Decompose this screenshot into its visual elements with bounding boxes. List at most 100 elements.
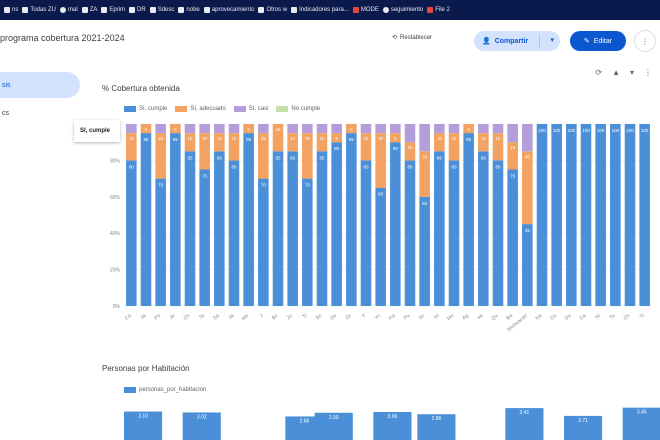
refresh-icon[interactable]: ⟳: [595, 68, 603, 77]
edit-button[interactable]: ✎ Editar: [570, 31, 626, 51]
restore-button[interactable]: ⟲ Restablecer: [392, 34, 432, 42]
bookmark-item[interactable]: aprovecamiento: [203, 7, 254, 13]
sidebar-item-2[interactable]: cs: [0, 100, 80, 126]
bar-segment[interactable]: [390, 133, 401, 143]
bar-segment[interactable]: [639, 124, 650, 306]
bar-segment[interactable]: [522, 224, 533, 306]
bar[interactable]: [124, 411, 163, 440]
bar-segment[interactable]: [228, 124, 240, 134]
bar-segment[interactable]: [170, 133, 181, 306]
bar[interactable]: [622, 407, 660, 440]
bar-segment[interactable]: [346, 124, 357, 134]
bar-segment[interactable]: [404, 160, 416, 306]
bar[interactable]: [285, 416, 324, 440]
stacked-bar-chart[interactable]: 0%20%40%60%80%100%8015Ca955Ja7025Pa955Ar…: [90, 118, 660, 390]
bar-segment[interactable]: [434, 133, 445, 152]
bar-segment[interactable]: [404, 124, 416, 143]
bar-segment[interactable]: [126, 133, 137, 161]
bar-segment[interactable]: [419, 151, 430, 197]
bar[interactable]: [505, 408, 544, 440]
bar-segment[interactable]: [478, 133, 489, 152]
sidebar-item-1[interactable]: sis: [0, 72, 80, 98]
bar-segment[interactable]: [258, 133, 269, 179]
bar-segment[interactable]: [492, 124, 504, 134]
bar-segment[interactable]: [126, 160, 137, 306]
bar-segment[interactable]: [375, 124, 386, 134]
more-vert-icon[interactable]: ⋮: [644, 68, 652, 77]
bar-segment[interactable]: [184, 151, 196, 306]
bar-segment[interactable]: [419, 124, 430, 152]
bookmark-item[interactable]: Sdesc: [149, 7, 174, 13]
bar[interactable]: [417, 414, 456, 440]
bar-segment[interactable]: [360, 124, 372, 134]
bookmark-item[interactable]: Indicadores para...: [291, 7, 349, 13]
bar-segment[interactable]: [507, 124, 518, 143]
bar[interactable]: [314, 412, 353, 440]
bar-segment[interactable]: [258, 124, 269, 134]
legend-item[interactable]: SI, casi: [233, 106, 268, 112]
bar-segment[interactable]: [302, 133, 313, 179]
bar-segment[interactable]: [610, 124, 621, 306]
bar-segment[interactable]: [214, 124, 225, 134]
bar-segment[interactable]: [448, 133, 460, 161]
bar-segment[interactable]: [287, 124, 298, 134]
bar-segment[interactable]: [302, 178, 313, 306]
bar-segment[interactable]: [390, 124, 401, 134]
bar-segment[interactable]: [375, 187, 386, 306]
bar-segment[interactable]: [184, 133, 196, 152]
bar-segment[interactable]: [434, 151, 445, 306]
bar-segment[interactable]: [199, 124, 210, 134]
bookmark-item[interactable]: mal: [60, 7, 78, 13]
bar-segment[interactable]: [199, 133, 210, 170]
bar-segment[interactable]: [126, 124, 137, 134]
bar-segment[interactable]: [272, 151, 284, 306]
bar-segment[interactable]: [448, 160, 460, 306]
bar-chart[interactable]: 3.10 3.02 2.66 2.99 3.06 2.86 3.41 2.71 3.45: [90, 400, 660, 440]
more-vert-icon[interactable]: ⋮: [634, 30, 656, 52]
bar-segment[interactable]: [360, 160, 372, 306]
bar-segment[interactable]: [199, 169, 210, 307]
bar-segment[interactable]: [184, 124, 196, 134]
bookmark-item[interactable]: ZA: [81, 7, 97, 13]
bar-segment[interactable]: [155, 124, 166, 134]
bar-segment[interactable]: [522, 124, 533, 152]
bookmark-item[interactable]: DR: [129, 7, 146, 13]
bar-segment[interactable]: [478, 124, 489, 134]
bar-segment[interactable]: [390, 142, 401, 306]
bar-segment[interactable]: [463, 124, 474, 134]
bookmark-item[interactable]: nobe: [178, 7, 200, 13]
bar-segment[interactable]: [448, 124, 460, 134]
bar-segment[interactable]: [140, 124, 152, 134]
bar-segment[interactable]: [492, 133, 504, 161]
bar-segment[interactable]: [434, 124, 445, 134]
bar-segment[interactable]: [155, 178, 166, 306]
legend-item[interactable]: No cumple: [276, 106, 320, 112]
bar-segment[interactable]: [580, 124, 592, 306]
bar-segment[interactable]: [243, 124, 254, 134]
bar-segment[interactable]: [155, 133, 166, 179]
bar-segment[interactable]: [463, 133, 474, 306]
bookmark-item[interactable]: Otros w: [258, 7, 287, 13]
bar-segment[interactable]: [375, 133, 386, 188]
legend-item[interactable]: SI, adecuado: [175, 106, 226, 112]
bar-segment[interactable]: [214, 133, 225, 152]
bookmark-item[interactable]: File 2: [427, 7, 450, 13]
bar-segment[interactable]: [214, 151, 225, 306]
bar-segment[interactable]: [331, 133, 342, 143]
bar-segment[interactable]: [228, 133, 240, 161]
bar-segment[interactable]: [404, 142, 416, 161]
bookmark-item[interactable]: ns: [4, 7, 18, 13]
bar-segment[interactable]: [522, 151, 533, 225]
bar-segment[interactable]: [419, 196, 430, 306]
bar-segment[interactable]: [478, 151, 489, 306]
bar-segment[interactable]: [316, 151, 328, 306]
filter-icon[interactable]: ▾: [629, 68, 634, 77]
bar-segment[interactable]: [360, 133, 372, 161]
bar-segment[interactable]: [624, 124, 636, 306]
bar-segment[interactable]: [287, 133, 298, 152]
bookmark-item[interactable]: seguimiento: [382, 7, 423, 13]
bar-segment[interactable]: [551, 124, 562, 306]
bar-segment[interactable]: [507, 142, 518, 170]
legend-item[interactable]: SI, cumple: [124, 106, 167, 112]
bar-segment[interactable]: [316, 124, 328, 134]
